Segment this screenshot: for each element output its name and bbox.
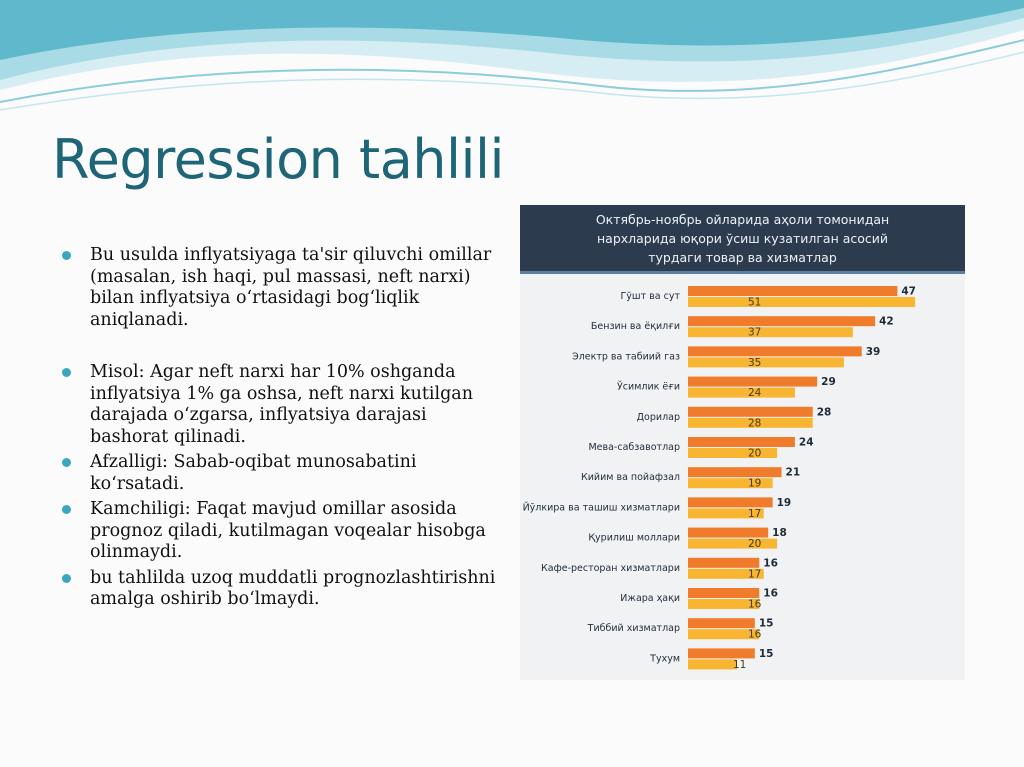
bullet-text: Afzalligi: Sabab-oqibat munosabatini ko‘…	[90, 452, 417, 494]
bar	[688, 406, 813, 417]
bar	[688, 508, 764, 519]
data-label: 17	[748, 508, 761, 520]
bullet-dot-icon	[62, 368, 71, 377]
category-label: Дорилар	[637, 412, 680, 423]
data-label: 51	[748, 297, 761, 309]
bullet-text: Bu usulda inflyatsiyaga ta'sir qiluvchi …	[90, 245, 492, 330]
header-wave-decoration	[0, 0, 1024, 111]
data-label: 24	[799, 437, 814, 449]
bullet-item: Kamchiligi: Faqat mavjud omillar asosida…	[62, 499, 502, 564]
bullet-text: bu tahlilda uzoq muddatli prognozlashtir…	[90, 567, 496, 610]
bar	[688, 387, 795, 398]
bullet-dot-icon	[62, 505, 71, 514]
data-label: 17	[748, 568, 761, 580]
bar	[688, 478, 773, 489]
category-label: Гўшт ва сут	[621, 291, 681, 302]
data-label: 29	[821, 376, 836, 388]
bar	[688, 357, 844, 368]
bullet-text: Kamchiligi: Faqat mavjud omillar asosida…	[90, 499, 486, 562]
data-label: 28	[748, 417, 761, 429]
bullet-list: Bu usulda inflyatsiyaga ta'sir qiluvchi …	[62, 245, 502, 611]
bar	[688, 659, 737, 670]
bar	[688, 327, 853, 338]
bar	[688, 599, 760, 609]
bar	[688, 527, 769, 538]
data-label: 16	[748, 599, 762, 611]
chart-title-line: Октябрь-ноябрь ойларида аҳоли томонидан	[595, 212, 890, 227]
bar	[688, 588, 760, 598]
data-label: 39	[866, 346, 881, 358]
data-label: 11	[733, 659, 746, 671]
category-label: Тиббий хизматлар	[587, 623, 680, 634]
category-label: Қурилиш моллари	[588, 533, 680, 544]
bar	[688, 346, 862, 357]
bullet-item: Bu usulda inflyatsiyaga ta'sir qiluvchi …	[62, 245, 502, 331]
data-label: 19	[777, 497, 792, 509]
bullet-text: Misol: Agar neft narxi har 10% oshganda …	[90, 362, 474, 447]
bar	[688, 316, 876, 327]
data-label: 20	[748, 448, 761, 460]
bar	[688, 448, 778, 458]
bar	[688, 376, 818, 387]
bar	[688, 538, 778, 549]
bar	[688, 417, 813, 428]
bar	[688, 497, 773, 508]
bullet-item: bu tahlilda uzoq muddatli prognozlashtir…	[62, 568, 502, 611]
data-label: 20	[748, 538, 761, 550]
bar	[688, 467, 782, 478]
category-label: Мева-сабзавотлар	[588, 442, 680, 453]
bullet-item: Afzalligi: Sabab-oqibat munosabatini ko‘…	[62, 452, 502, 495]
bullet-dot-icon	[62, 458, 71, 467]
data-label: 18	[772, 527, 787, 539]
data-label: 35	[748, 357, 761, 369]
chart-title-line: турдаги товар ва хизматлар	[648, 250, 837, 265]
bar	[688, 297, 916, 307]
bullet-dot-icon	[62, 573, 71, 583]
data-label: 28	[817, 406, 832, 418]
slide-title: Regression tahlili	[52, 128, 505, 191]
category-label: Бензин ва ёқилғи	[591, 321, 680, 332]
bar	[688, 286, 898, 296]
bar	[688, 437, 795, 447]
category-label: Электр ва табиий газ	[572, 351, 680, 362]
data-label: 16	[748, 629, 762, 641]
bar-chart-plot: Гўшт ва сут 47 51 Бензин ва ёқилғи 42 37 Элект…	[523, 286, 916, 671]
chart-title-banner: Октябрь-ноябрь ойларида аҳоли томонидан …	[520, 205, 965, 274]
data-label: 37	[748, 327, 761, 339]
data-label: 16	[763, 557, 778, 569]
category-label: Йўлкира ва ташиш хизматлари	[523, 501, 680, 513]
category-label: Кафе-ресторан хизматлари	[541, 563, 680, 574]
data-label: 47	[901, 286, 916, 298]
data-label: 19	[748, 478, 761, 490]
bar	[688, 568, 764, 579]
category-label: Кийим ва пойафзал	[581, 472, 680, 483]
data-label: 24	[748, 387, 762, 399]
bar	[688, 648, 755, 659]
bar	[688, 557, 760, 568]
data-label: 16	[763, 588, 778, 600]
data-label: 42	[879, 316, 894, 328]
category-label: Тухум	[649, 653, 680, 664]
bullet-dot-icon	[62, 251, 71, 260]
category-label: Ўсимлик ёғи	[617, 381, 680, 393]
data-label: 15	[759, 648, 774, 660]
bullet-item: Misol: Agar neft narxi har 10% oshganda …	[62, 362, 502, 448]
chart-image: Октябрь-ноябрь ойларида аҳоли томонидан …	[520, 205, 965, 680]
bar	[688, 629, 760, 640]
chart-title-line: нархларида юқори ўсиш кузатилган асосий	[596, 231, 889, 246]
data-label: 21	[786, 467, 801, 479]
category-label: Ижара ҳақи	[620, 593, 680, 604]
bar	[688, 618, 755, 629]
data-label: 15	[759, 618, 774, 630]
